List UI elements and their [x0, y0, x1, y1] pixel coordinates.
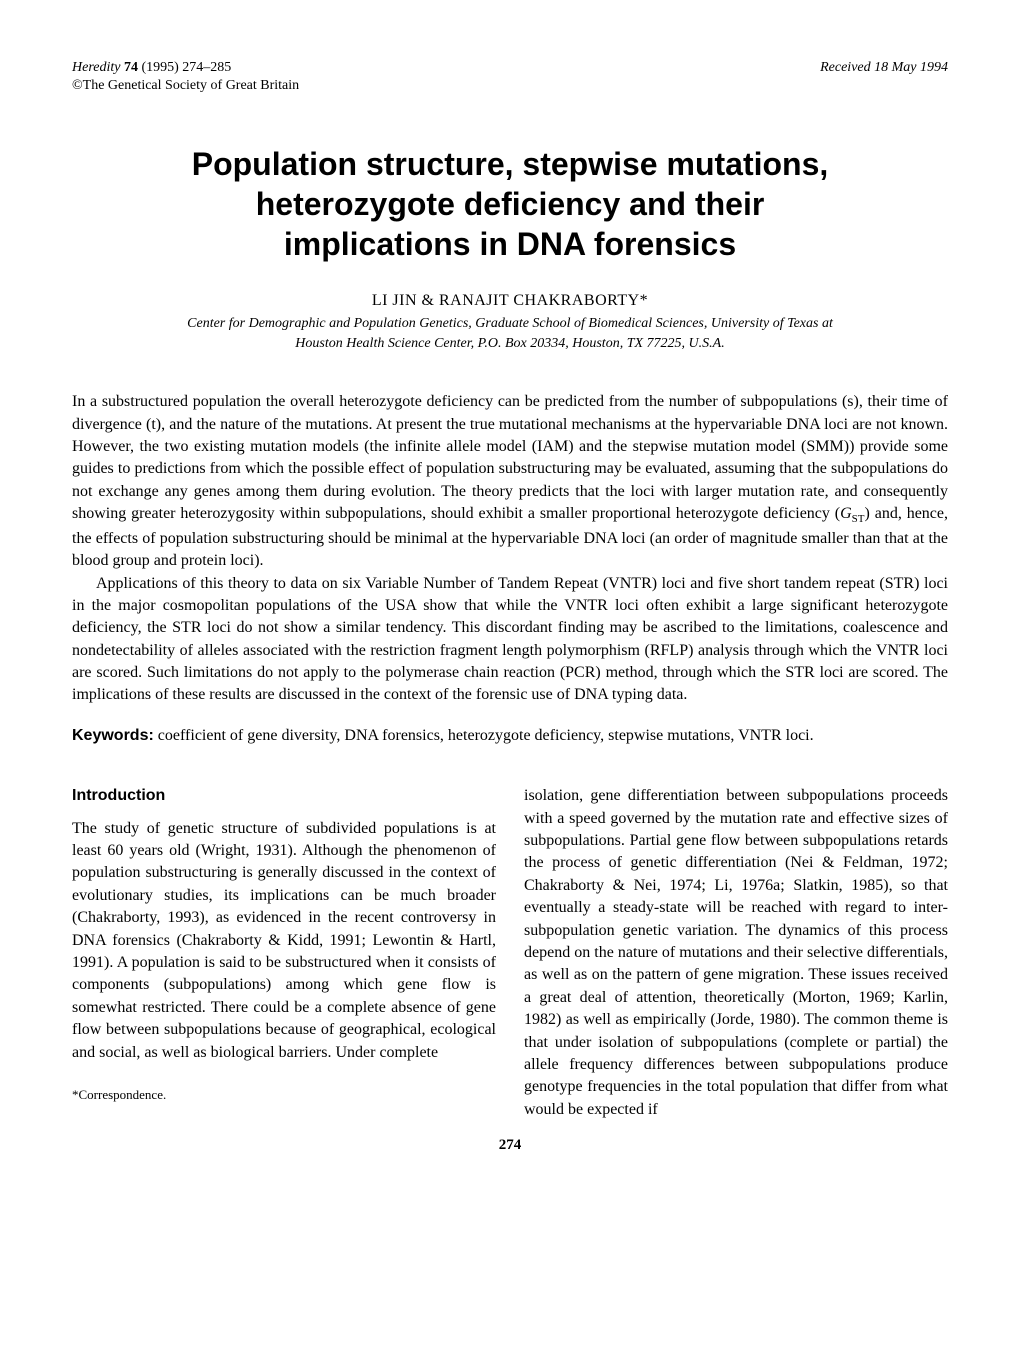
page-number: 274: [72, 1137, 948, 1154]
footnote: *Correspondence.: [72, 1086, 496, 1104]
authors: LI JIN & RANAJIT CHAKRABORTY*: [72, 292, 948, 310]
keywords-text: coefficient of gene diversity, DNA foren…: [158, 727, 814, 744]
abstract-paragraph: In a substructured population the overal…: [72, 391, 948, 572]
title-line: Population structure, stepwise mutations…: [192, 146, 829, 182]
received-date: Received 18 May 1994: [820, 60, 948, 76]
journal-name: Heredity: [72, 60, 120, 75]
affiliation-line: Houston Health Science Center, P.O. Box …: [295, 336, 724, 351]
body-text: The study of genetic structure of subdiv…: [72, 818, 496, 1064]
title-line: implications in DNA forensics: [284, 226, 736, 262]
keywords-label: Keywords:: [72, 727, 154, 744]
header-row: Heredity 74 (1995) 274–285 Received 18 M…: [72, 60, 948, 76]
right-column: isolation, gene differentiation between …: [524, 785, 948, 1121]
copyright: ©The Genetical Society of Great Britain: [72, 78, 948, 94]
left-column: Introduction The study of genetic struct…: [72, 785, 496, 1121]
body-columns: Introduction The study of genetic struct…: [72, 785, 948, 1121]
abstract-text: In a substructured population the overal…: [72, 393, 948, 522]
abstract: In a substructured population the overal…: [72, 391, 948, 707]
affiliation: Center for Demographic and Population Ge…: [72, 314, 948, 353]
abstract-paragraph: Applications of this theory to data on s…: [72, 573, 948, 707]
affiliation-line: Center for Demographic and Population Ge…: [187, 316, 833, 331]
body-text: isolation, gene differentiation between …: [524, 785, 948, 1121]
keywords: Keywords: coefficient of gene diversity,…: [72, 725, 948, 747]
page-title: Population structure, stepwise mutations…: [72, 144, 948, 264]
gst-symbol: GST: [840, 505, 864, 522]
year-pages: (1995) 274–285: [141, 60, 231, 75]
section-heading: Introduction: [72, 785, 496, 807]
title-line: heterozygote deficiency and their: [256, 186, 765, 222]
volume: 74: [124, 60, 138, 75]
journal-citation: Heredity 74 (1995) 274–285: [72, 60, 231, 76]
